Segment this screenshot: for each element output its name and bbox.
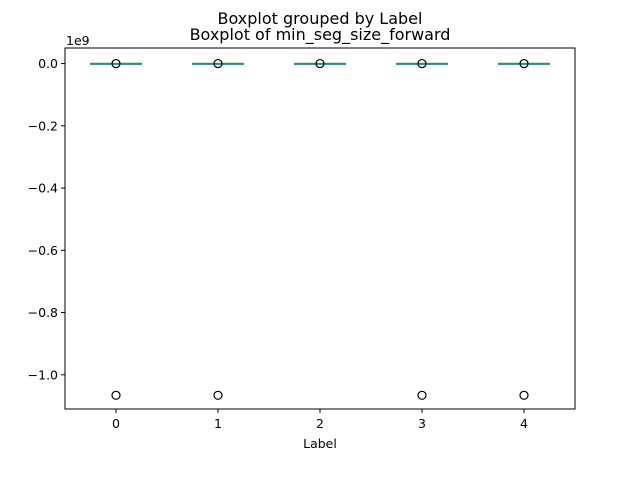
chart-title: Boxplot of min_seg_size_forward	[190, 25, 451, 45]
y-tick-label: 0.0	[38, 56, 58, 71]
x-axis-label: Label	[303, 436, 337, 451]
x-tick-label: 0	[112, 416, 120, 431]
outlier-point	[417, 390, 427, 400]
plot-area	[90, 58, 550, 400]
box-group-3	[396, 58, 448, 400]
outlier-point	[519, 58, 529, 69]
y-offset-label: 1e9	[66, 33, 90, 48]
outlier-point	[519, 390, 529, 400]
plot-frame	[64, 47, 576, 410]
box-group-0	[90, 58, 142, 400]
outlier-point	[111, 58, 121, 69]
y-tick-label: −0.4	[28, 181, 58, 196]
outlier-point	[213, 58, 223, 69]
x-tick-label: 3	[418, 416, 426, 431]
x-tick-label: 1	[214, 416, 222, 431]
x-tick-label: 2	[316, 416, 324, 431]
x-axis: 0 1 2 3 4	[112, 409, 528, 431]
y-tick-label: −0.8	[28, 305, 58, 320]
y-tick-label: −1.0	[28, 367, 58, 382]
y-axis: 0.0 −0.2 −0.4 −0.6 −0.8 −1.0	[28, 56, 65, 382]
outlier-point	[417, 58, 427, 69]
box-group-1	[192, 58, 244, 400]
y-tick-label: −0.2	[28, 118, 58, 133]
outlier-point	[213, 390, 223, 400]
outlier-point	[111, 390, 121, 400]
y-tick-label: −0.6	[28, 243, 58, 258]
x-tick-label: 4	[520, 416, 528, 431]
box-group-4	[498, 58, 550, 400]
outlier-point	[315, 58, 325, 69]
chart-suptitle: Boxplot grouped by Label	[218, 9, 423, 28]
box-group-2	[294, 58, 346, 69]
